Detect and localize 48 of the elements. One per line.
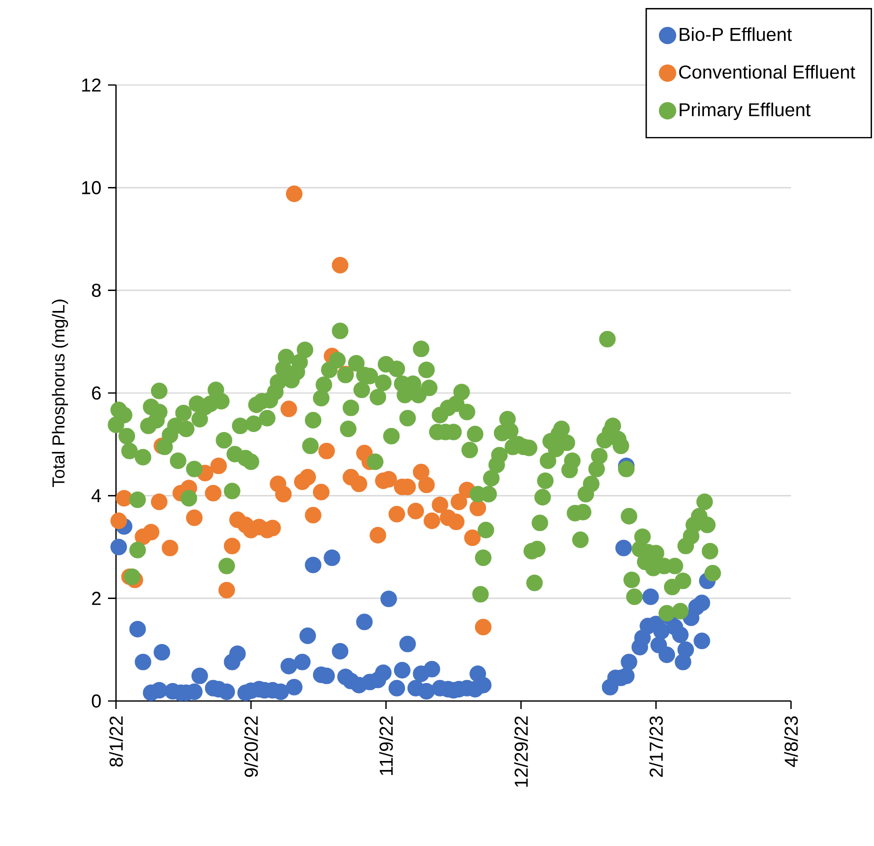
point — [186, 509, 203, 526]
x-tick-label: 8/1/22 — [109, 716, 123, 767]
point — [218, 582, 235, 598]
point — [312, 484, 330, 500]
x-tick-label: 2/17/23 — [649, 716, 663, 777]
point — [318, 442, 335, 460]
legend-label: Primary Effluent — [680, 102, 811, 120]
y-tick-label: 12 — [82, 78, 101, 92]
legend-label: Conventional Effluent — [679, 64, 856, 79]
point — [110, 512, 127, 530]
point — [350, 476, 368, 492]
point — [474, 618, 492, 636]
point — [432, 496, 448, 514]
point — [204, 484, 222, 502]
point — [412, 464, 430, 480]
point — [275, 486, 292, 502]
x-tick-label: 11/9/22 — [379, 716, 393, 775]
y-axis-title: Total Phosphorus (mg/L) — [52, 300, 68, 488]
x-tick-label: 12/29/22 — [514, 716, 528, 787]
y-tick-label: 2 — [92, 592, 101, 605]
point — [470, 500, 486, 516]
point — [418, 476, 435, 494]
x-tick-label: 9/20/22 — [244, 716, 258, 777]
y-tick-label: 4 — [92, 489, 101, 502]
point — [286, 186, 302, 202]
point — [299, 468, 316, 486]
point — [116, 490, 132, 506]
y-tick-label: 10 — [82, 181, 101, 194]
legend-label: Bio-P Effluent — [680, 27, 792, 42]
point — [407, 502, 424, 520]
y-tick-label: 8 — [92, 284, 101, 297]
point — [464, 529, 481, 546]
y-tick-label: 6 — [92, 386, 101, 400]
point — [150, 494, 168, 510]
point — [370, 526, 386, 544]
point — [304, 506, 322, 524]
point — [450, 494, 468, 510]
point — [142, 524, 160, 540]
x-tick-label: 4/8/23 — [784, 716, 798, 767]
point — [162, 540, 178, 556]
point — [332, 256, 348, 274]
point — [224, 538, 240, 554]
y-tick-label: 0 — [92, 694, 101, 708]
point — [210, 458, 227, 474]
point — [388, 506, 406, 522]
point — [424, 512, 440, 530]
point — [280, 400, 298, 418]
point — [448, 514, 464, 530]
